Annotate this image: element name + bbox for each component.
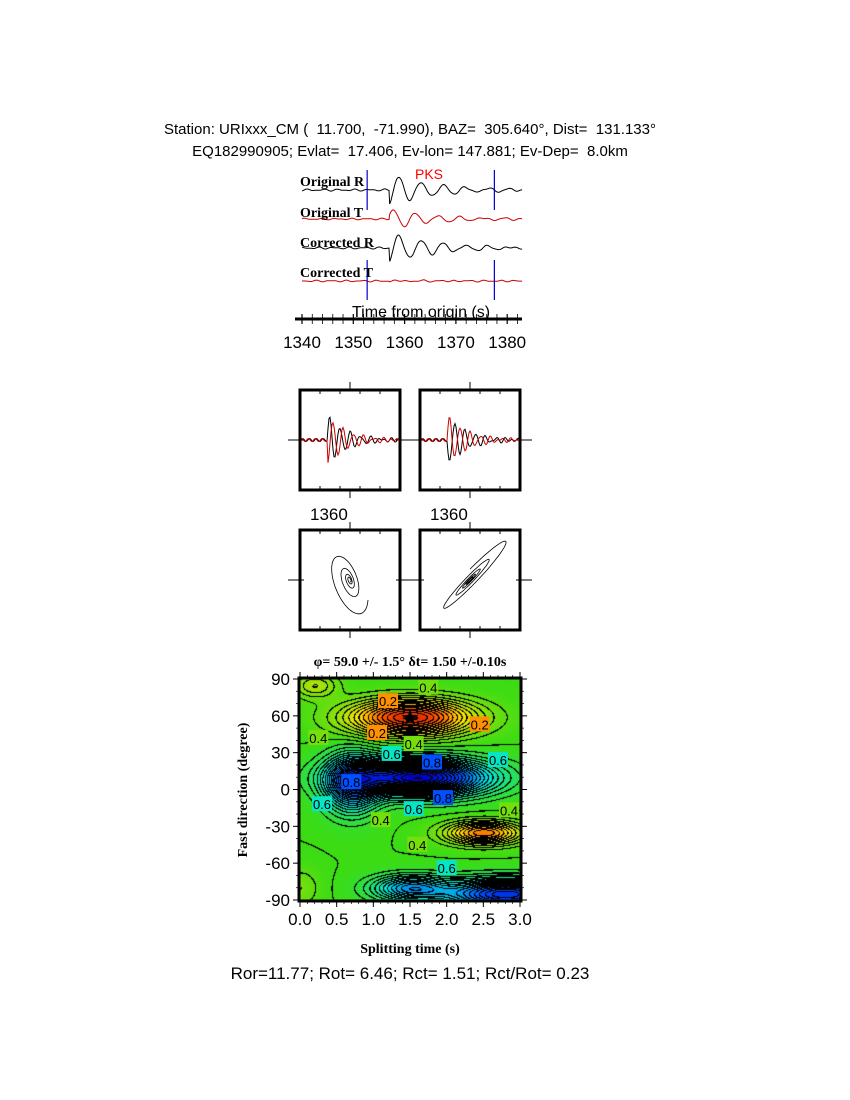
contour-label-box xyxy=(378,693,398,709)
x-tick-label: 1.5 xyxy=(398,910,422,929)
trace-original-r xyxy=(301,176,523,205)
event-info: EQ182990905; Evlat= 17.406, Ev-lon= 147.… xyxy=(192,143,628,160)
y-tick-label: 90 xyxy=(271,670,290,689)
contour-label: 0.6 xyxy=(383,747,401,762)
time-tick-label: 1340 xyxy=(283,333,321,352)
heatmap-ylabel: Fast direction (degree) xyxy=(236,722,251,857)
contour-label: 0.2 xyxy=(368,726,386,741)
transverse-waveform xyxy=(420,417,520,457)
x-tick-label: 0.5 xyxy=(325,910,349,929)
contour-label: 0.6 xyxy=(489,753,507,768)
y-tick-label: -90 xyxy=(265,891,290,910)
y-tick-label: -60 xyxy=(265,854,290,873)
time-tick-label: 1360 xyxy=(386,333,424,352)
trace-corrected-t xyxy=(301,279,523,283)
radial-waveform xyxy=(300,416,400,458)
contour-label: 0.6 xyxy=(313,797,331,812)
contour-label-box xyxy=(433,790,453,806)
contour-label: 0.4 xyxy=(309,731,327,746)
comparison-panels xyxy=(288,382,532,638)
contour-label-box xyxy=(308,729,329,745)
contour-label-box xyxy=(341,774,362,790)
station-info: Station: URIxxx_CM ( 11.700, -71.990), B… xyxy=(164,121,656,138)
contour-label-box xyxy=(418,679,439,695)
contour-label: 0.6 xyxy=(438,861,456,876)
seismogram-traces xyxy=(301,170,523,300)
heatmap-axes: 0.0 0.5 1.0 1.5 2.0 2.5 3.0 90 60 30 0 -30 -60 -90 xyxy=(265,670,531,929)
heatmap-xlabel: Splitting time (s) xyxy=(360,942,460,957)
tick-label-right: 1360 xyxy=(430,505,468,524)
contour-label-box xyxy=(499,802,519,818)
particle-motion-path xyxy=(331,555,369,615)
x-tick-label: 2.0 xyxy=(435,910,459,929)
contour-label: 0.4 xyxy=(372,813,390,828)
contour-label-box xyxy=(370,812,391,828)
particle-motion-path xyxy=(443,540,507,609)
contour-label-box xyxy=(407,836,428,852)
contour-label: 0.8 xyxy=(342,775,360,790)
trace-original-t xyxy=(301,209,523,228)
radial-waveform xyxy=(420,422,520,461)
contour-label: 0.2 xyxy=(471,717,489,732)
contour-labels: 0.2 0.4 0.2 0.2 0.4 0.4 0.6 0.8 0.6 0.8 0.6 0.8 0.6 0… xyxy=(308,679,519,876)
x-tick-label: 3.0 xyxy=(508,910,532,929)
trace-label-corrected-t: Corrected T xyxy=(300,266,374,281)
time-axis: 1340 1350 1360 1370 1380 xyxy=(283,314,526,352)
transverse-waveform xyxy=(300,421,400,463)
panel-frame xyxy=(298,528,402,632)
contour-label: 0.4 xyxy=(500,803,518,818)
trace-label-corrected-r: Corrected R xyxy=(300,236,375,251)
contour-label: 0.4 xyxy=(405,737,423,752)
x-tick-label: 0.0 xyxy=(288,910,312,929)
y-tick-label: 30 xyxy=(271,744,290,763)
contour-label: 0.8 xyxy=(423,755,441,770)
trace-label-original-r: Original R xyxy=(300,175,365,190)
trace-corrected-r xyxy=(301,234,523,262)
ratio-summary: Ror=11.77; Rot= 6.46; Rct= 1.51; Rct/Rot… xyxy=(231,964,590,983)
heatmap-title: φ= 59.0 +/- 1.5° δt= 1.50 +/-0.10s xyxy=(314,655,507,670)
contour-label-box xyxy=(436,860,457,876)
trace-label-original-t: Original T xyxy=(300,206,364,221)
contour-label-box xyxy=(422,754,442,770)
x-tick-label: 1.0 xyxy=(362,910,386,929)
contour-label: 0.4 xyxy=(419,681,437,696)
y-tick-label: 0 xyxy=(281,781,290,800)
contour-label: 0.2 xyxy=(379,694,397,709)
contour-label: 0.4 xyxy=(408,838,426,853)
contour-label-box xyxy=(367,725,387,741)
time-tick-label: 1380 xyxy=(488,333,526,352)
contour-label-box xyxy=(403,736,424,752)
x-tick-label: 2.5 xyxy=(472,910,496,929)
time-tick-label: 1370 xyxy=(437,333,475,352)
y-tick-label: 60 xyxy=(271,707,290,726)
phase-label: PKS xyxy=(415,166,443,182)
contour-label-box xyxy=(469,716,490,732)
contour-label-box xyxy=(381,745,402,761)
contour-label-box xyxy=(403,801,424,817)
time-tick-label: 1350 xyxy=(334,333,372,352)
contour-label-box xyxy=(312,796,332,812)
contour-label: 0.6 xyxy=(405,802,423,817)
tick-label-left: 1360 xyxy=(310,505,348,524)
misfit-heatmap xyxy=(300,679,520,900)
contour-label-box xyxy=(488,752,508,768)
y-tick-label: -30 xyxy=(265,817,290,836)
contour-label: 0.8 xyxy=(434,791,452,806)
best-fit-star-icon: ★ xyxy=(400,705,420,730)
